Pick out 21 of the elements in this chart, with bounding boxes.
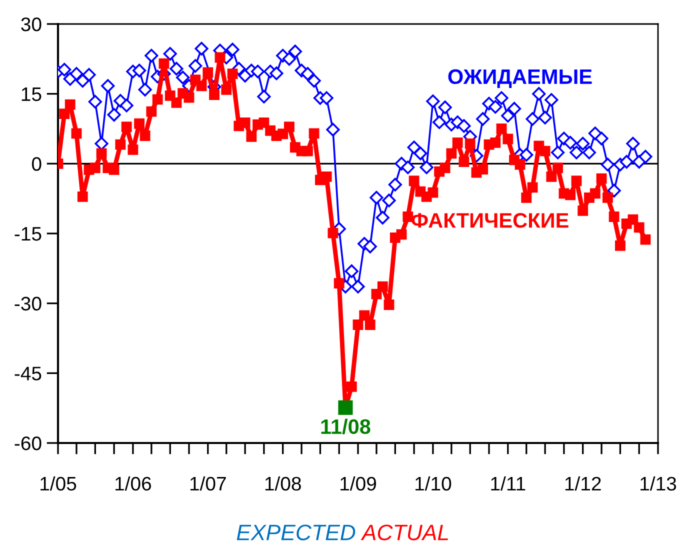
annotation: 11/08 xyxy=(321,418,370,434)
y-tick-label: 30 xyxy=(21,17,42,32)
x-tick-label: 1/13 xyxy=(640,476,676,491)
y-tick-label: 0 xyxy=(32,157,42,171)
y-tick-label: 15 xyxy=(22,88,42,102)
series-label: ФАКТИЧЕСКИЕ xyxy=(412,213,568,228)
y-tick-label: -30 xyxy=(14,296,42,311)
text: EXPECTED xyxy=(236,524,356,540)
y-tick-label: -60 xyxy=(14,436,42,450)
y-tick-label: -15 xyxy=(14,227,42,241)
x-tick-label: 1/08 xyxy=(265,476,301,491)
x-tick-label: 1/06 xyxy=(116,476,152,491)
x-tick-label: 1/09 xyxy=(340,476,376,491)
text: ACTUAL xyxy=(360,524,448,540)
x-tick-label: 1/07 xyxy=(190,476,226,491)
x-tick-label: 1/11 xyxy=(491,476,526,491)
series-label: ОЖИДАЕМЫЕ xyxy=(448,69,592,88)
x-tick-label: 1/10 xyxy=(416,476,452,491)
x-tick-label: 1/12 xyxy=(565,476,601,491)
x-tick-label: 1/05 xyxy=(40,476,76,491)
y-tick-label: -45 xyxy=(14,366,42,380)
